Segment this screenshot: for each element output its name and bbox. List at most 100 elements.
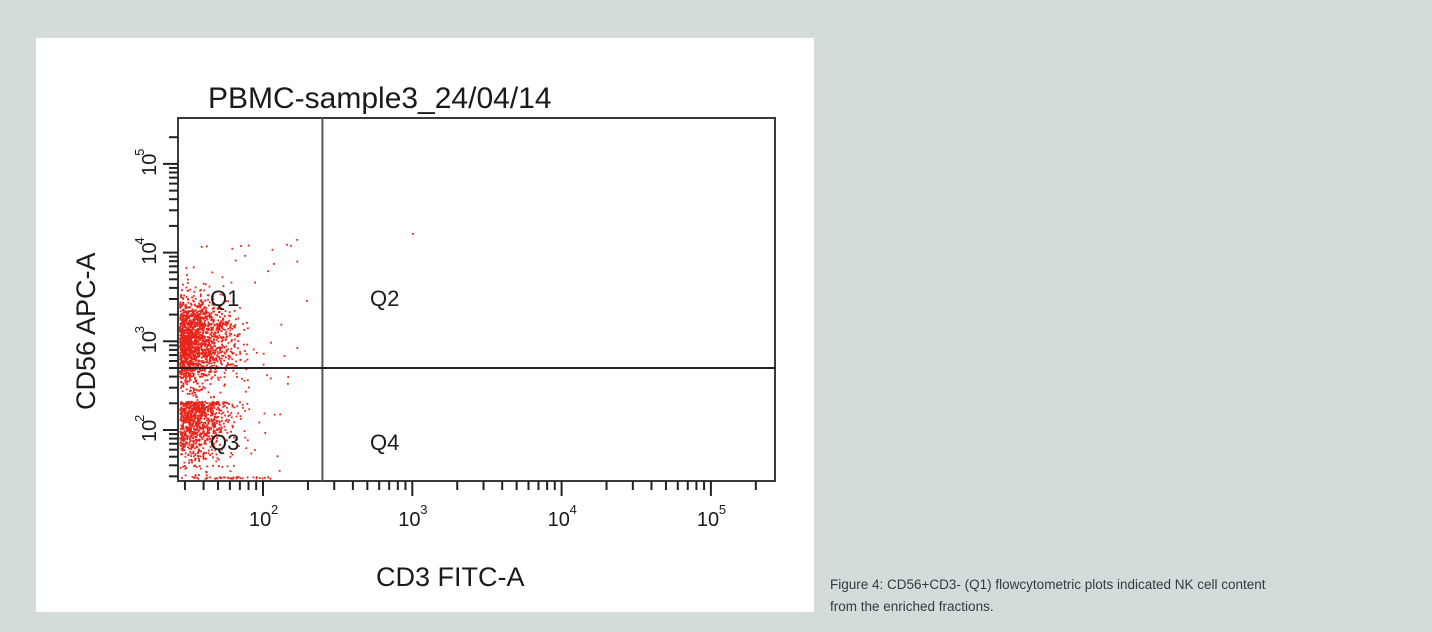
scatter-dot: [183, 355, 186, 358]
quadrant-label-q4: Q4: [370, 430, 399, 455]
scatter-dot: [202, 342, 205, 345]
scatter-dot: [215, 347, 218, 350]
scatter-dot: [208, 354, 210, 357]
scatter-dot: [223, 323, 226, 326]
scatter-dot: [196, 426, 199, 429]
scatter-dot: [231, 327, 234, 330]
scatter-dot: [186, 442, 189, 445]
scatter-dot: [181, 355, 184, 358]
scatter-dot: [237, 476, 240, 478]
scatter-dot: [203, 322, 206, 324]
scatter-dot: [189, 361, 191, 363]
scatter-dot: [198, 305, 201, 308]
scatter-dot: [193, 465, 195, 467]
scatter-dot: [194, 353, 197, 356]
scatter-dot: [193, 388, 196, 391]
scatter-dot: [195, 441, 198, 443]
scatter-dot: [198, 422, 200, 425]
scatter-dot: [191, 425, 194, 428]
scatter-dot: [191, 337, 193, 339]
scatter-dot: [208, 312, 211, 315]
scatter-dot: [186, 405, 188, 408]
scatter-dot: [206, 424, 209, 427]
scatter-dot: [252, 348, 255, 351]
scatter-dot: [201, 348, 203, 351]
scatter-dot: [220, 330, 223, 332]
scatter-dot: [186, 345, 189, 348]
scatter-dot: [210, 326, 212, 329]
scatter-dot: [203, 452, 205, 454]
scatter-dot: [276, 455, 279, 458]
scatter-dot: [213, 310, 215, 313]
scatter-dot: [213, 341, 216, 344]
scatter-dot: [206, 476, 209, 479]
scatter-dot: [214, 331, 217, 334]
scatter-dot: [246, 343, 249, 346]
scatter-dot: [187, 340, 189, 342]
figure-panel: PBMC-sample3_24/04/14 Q1 Q2 Q3 Q4 10 2 10 3…: [36, 38, 814, 612]
scatter-dot: [208, 351, 211, 354]
scatter-dot: [217, 408, 220, 410]
scatter-dot: [231, 453, 234, 456]
scatter-dot: [239, 306, 241, 309]
scatter-dot: [190, 410, 193, 413]
scatter-dot: [198, 429, 201, 432]
scatter-dot: [205, 343, 207, 346]
scatter-dot: [248, 408, 251, 411]
scatter-dot: [185, 353, 188, 356]
scatter-dot: [235, 353, 238, 356]
scatter-dot: [197, 356, 199, 358]
scatter-dot: [191, 407, 194, 410]
scatter-dot: [201, 404, 204, 407]
scatter-dot: [216, 429, 218, 431]
scatter-dot: [215, 348, 218, 351]
scatter-dot: [181, 362, 184, 365]
scatter-dot: [199, 295, 202, 298]
scatter-dot: [194, 297, 197, 300]
scatter-dot: [235, 318, 237, 321]
scatter-dot: [191, 321, 194, 324]
scatter-dot: [202, 453, 205, 455]
scatter-dot: [212, 349, 215, 352]
scatter-dot: [219, 305, 221, 308]
scatter-dot: [206, 359, 209, 361]
scatter-dot: [183, 409, 186, 412]
scatter-dot: [220, 428, 222, 431]
scatter-dot: [210, 356, 213, 359]
scatter-dot: [191, 459, 193, 462]
scatter-dot: [258, 421, 261, 424]
scatter-dot: [197, 364, 200, 367]
chart-title: PBMC-sample3_24/04/14: [208, 82, 552, 115]
scatter-dot: [216, 416, 218, 419]
scatter-dot: [183, 435, 186, 437]
scatter-dot: [184, 324, 186, 326]
scatter-dot: [193, 336, 196, 339]
scatter-dot: [187, 374, 190, 377]
scatter-dot: [267, 476, 270, 479]
scatter-dot: [205, 438, 208, 441]
scatter-dot: [187, 416, 190, 418]
scatter-dot: [210, 427, 212, 430]
scatter-dot: [186, 343, 189, 345]
scatter-dot: [229, 470, 232, 473]
scatter-dot: [225, 345, 228, 348]
scatter-dot: [224, 420, 227, 422]
scatter-dot: [199, 435, 201, 437]
scatter-dot: [216, 457, 219, 460]
scatter-dot: [189, 321, 192, 324]
scatter-dot: [198, 319, 201, 322]
scatter-dot: [182, 303, 185, 306]
scatter-dot: [207, 361, 209, 364]
scatter-dot: [200, 426, 203, 429]
scatter-dot: [252, 476, 255, 479]
scatter-dot: [202, 282, 205, 285]
scatter-dot: [203, 325, 206, 327]
scatter-dot: [200, 305, 202, 308]
scatter-dot: [190, 304, 193, 306]
scatter-dot: [217, 330, 220, 333]
scatter-dot: [190, 358, 193, 360]
scatter-dot: [184, 337, 187, 340]
scatter-dot: [210, 418, 213, 421]
scatter-dot: [184, 346, 187, 348]
scatter-dot: [202, 385, 205, 388]
